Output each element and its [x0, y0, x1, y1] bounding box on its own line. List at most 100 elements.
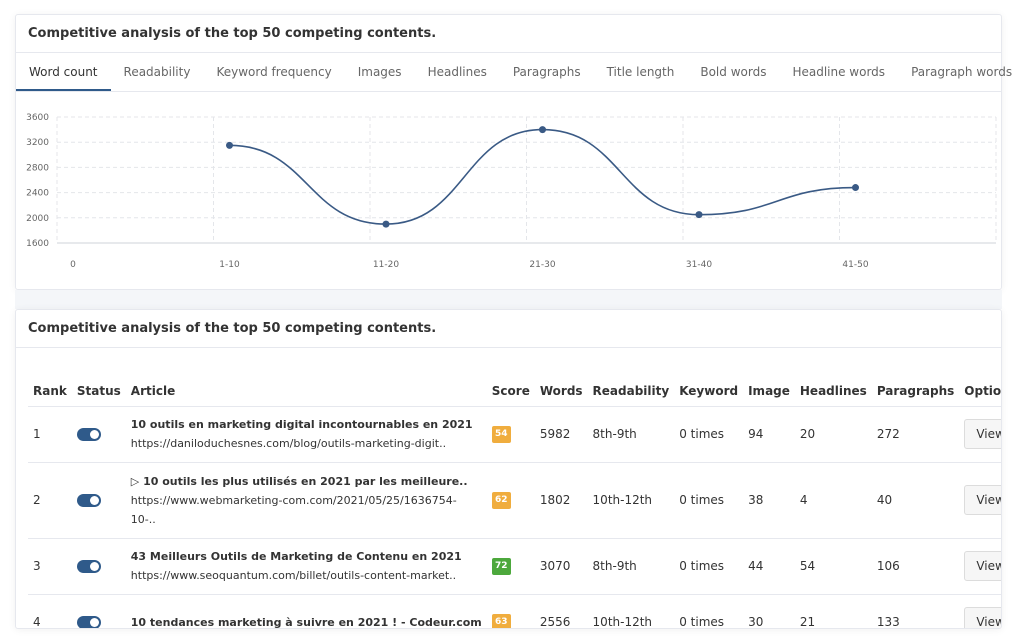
score-badge: 62 [491, 492, 511, 509]
x-tick-label: 31-40 [686, 260, 712, 270]
article-title: 10 tendances marketing à suivre en 2021 … [130, 615, 482, 629]
data-point [852, 184, 859, 192]
status-toggle[interactable] [76, 494, 101, 507]
x-tick-label: 11-20 [373, 260, 399, 270]
y-tick-label: 3200 [26, 138, 49, 148]
paragraphs-cell: 106 [871, 538, 960, 595]
options-cell: View article [959, 462, 1001, 539]
status-toggle[interactable] [76, 560, 101, 573]
image-cell: 44 [743, 538, 795, 595]
rank-cell: 3 [28, 538, 72, 595]
paragraphs-cell: 272 [871, 406, 960, 463]
tab-paragraph-words[interactable]: Paragraph words [911, 65, 1013, 79]
headlines-cell: 4 [794, 462, 872, 539]
tab-headline-words[interactable]: Headline words [792, 65, 886, 79]
score-badge: 63 [491, 614, 511, 628]
table-card-title: Competitive analysis of the top 50 compe… [16, 310, 1001, 348]
competitive-analysis-chart-card: Competitive analysis of the top 50 compe… [15, 14, 1012, 290]
article-title: ▷ 10 outils les plus utilisés en 2021 pa… [130, 474, 468, 488]
header-status: Status [71, 376, 126, 407]
image-cell: 38 [743, 462, 795, 539]
article-url-continued[interactable]: 10-.. [130, 512, 156, 526]
article-title: 43 Meilleurs Outils de Marketing de Cont… [130, 550, 462, 563]
status-cell [71, 406, 126, 463]
article-cell: ▷ 10 outils les plus utilisés en 2021 pa… [125, 462, 487, 539]
options-cell: View article [959, 538, 1001, 595]
tab-word-count[interactable]: Word count [16, 53, 111, 91]
header-words: Words [534, 376, 588, 407]
table-row: 4 10 tendances marketing à suivre en 2021… [28, 594, 1001, 629]
tab-images[interactable]: Images [357, 65, 402, 79]
status-toggle[interactable] [76, 428, 101, 441]
readability-cell: 10th-12th [587, 462, 675, 539]
words-cell: 2556 [534, 594, 588, 628]
words-cell: 5982 [534, 406, 588, 463]
status-toggle[interactable] [76, 616, 101, 628]
y-tick-label: 1600 [26, 239, 49, 249]
chart-card-title: Competitive analysis of the top 50 compe… [16, 15, 1001, 53]
data-point [539, 126, 546, 134]
view-article-button[interactable]: View article [964, 551, 1001, 581]
keyword-cell: 0 times [674, 594, 744, 628]
paragraphs-cell: 133 [871, 594, 960, 628]
tab-keyword-frequency[interactable]: Keyword frequency [216, 65, 332, 79]
table-row: 2 ▷ 10 outils les plus utilisés en 2021 p… [28, 462, 1001, 539]
tab-readability[interactable]: Readability [123, 65, 191, 79]
score-cell: 63 [486, 594, 535, 628]
x-tick-label: 0 [70, 260, 76, 270]
view-article-button[interactable]: View article [964, 419, 1001, 449]
headlines-cell: 54 [794, 538, 872, 595]
keyword-cell: 0 times [674, 462, 744, 539]
tab-paragraphs[interactable]: Paragraphs [512, 65, 581, 79]
header-score: Score [486, 376, 535, 407]
metric-tabs: Word count Readability Keyword frequency Im… [16, 53, 1012, 92]
headlines-cell: 20 [794, 406, 872, 463]
options-cell: View article [959, 594, 1001, 628]
readability-cell: 8th-9th [587, 406, 675, 463]
rank-cell: 4 [28, 594, 72, 628]
x-tick-label: 1-10 [219, 260, 240, 270]
article-url[interactable]: https://daniloduchesnes.com/blog/outils-… [130, 437, 447, 450]
table-row: 3 43 Meilleurs Outils de Marketing de Con… [28, 538, 1001, 595]
header-headlines: Headlines [794, 376, 872, 407]
words-cell: 3070 [534, 538, 588, 595]
score-cell: 72 [486, 538, 535, 595]
score-cell: 62 [486, 462, 535, 539]
article-title: 10 outils en marketing digital incontour… [130, 418, 473, 431]
header-article: Article [125, 376, 487, 407]
x-tick-label: 21-30 [529, 260, 555, 270]
article-url[interactable]: https://www.seoquantum.com/billet/outils… [130, 569, 457, 582]
tab-headlines[interactable]: Headlines [427, 65, 487, 79]
score-cell: 54 [486, 406, 535, 463]
options-cell: View article [959, 406, 1001, 463]
paragraphs-cell: 40 [871, 462, 960, 539]
view-article-button[interactable]: View article [964, 485, 1001, 515]
tab-title-length[interactable]: Title length [606, 65, 675, 79]
header-image: Image [743, 376, 795, 407]
series-line [229, 128, 856, 225]
score-badge: 54 [491, 426, 511, 443]
rank-cell: 1 [28, 406, 72, 463]
status-cell [71, 594, 126, 628]
tab-bold-words[interactable]: Bold words [700, 65, 767, 79]
article-url[interactable]: https://www.webmarketing-com.com/2021/05… [130, 493, 457, 507]
view-article-button[interactable]: View article [964, 607, 1001, 628]
word-count-line-chart: 1600 2000 2400 2800 3200 3600 0 1-10 11-20 21-30 3… [26, 113, 997, 270]
rank-cell: 2 [28, 462, 72, 539]
x-tick-label: 41-50 [842, 260, 868, 270]
image-cell: 30 [743, 594, 795, 628]
score-badge: 72 [491, 558, 511, 575]
readability-cell: 10th-12th [587, 594, 675, 628]
article-cell: 43 Meilleurs Outils de Marketing de Cont… [125, 538, 487, 595]
header-rank: Rank [28, 376, 72, 407]
data-point [695, 211, 703, 219]
article-cell: 10 tendances marketing à suivre en 2021 … [125, 594, 487, 629]
data-point [226, 141, 233, 149]
header-paragraphs: Paragraphs [871, 376, 960, 407]
y-tick-label: 2400 [26, 189, 49, 199]
keyword-cell: 0 times [674, 406, 744, 463]
table-body: 1 10 outils en marketing digital incontou… [28, 406, 1001, 629]
article-cell: 10 outils en marketing digital incontour… [125, 406, 487, 463]
data-point [382, 220, 390, 228]
status-cell [71, 462, 126, 539]
